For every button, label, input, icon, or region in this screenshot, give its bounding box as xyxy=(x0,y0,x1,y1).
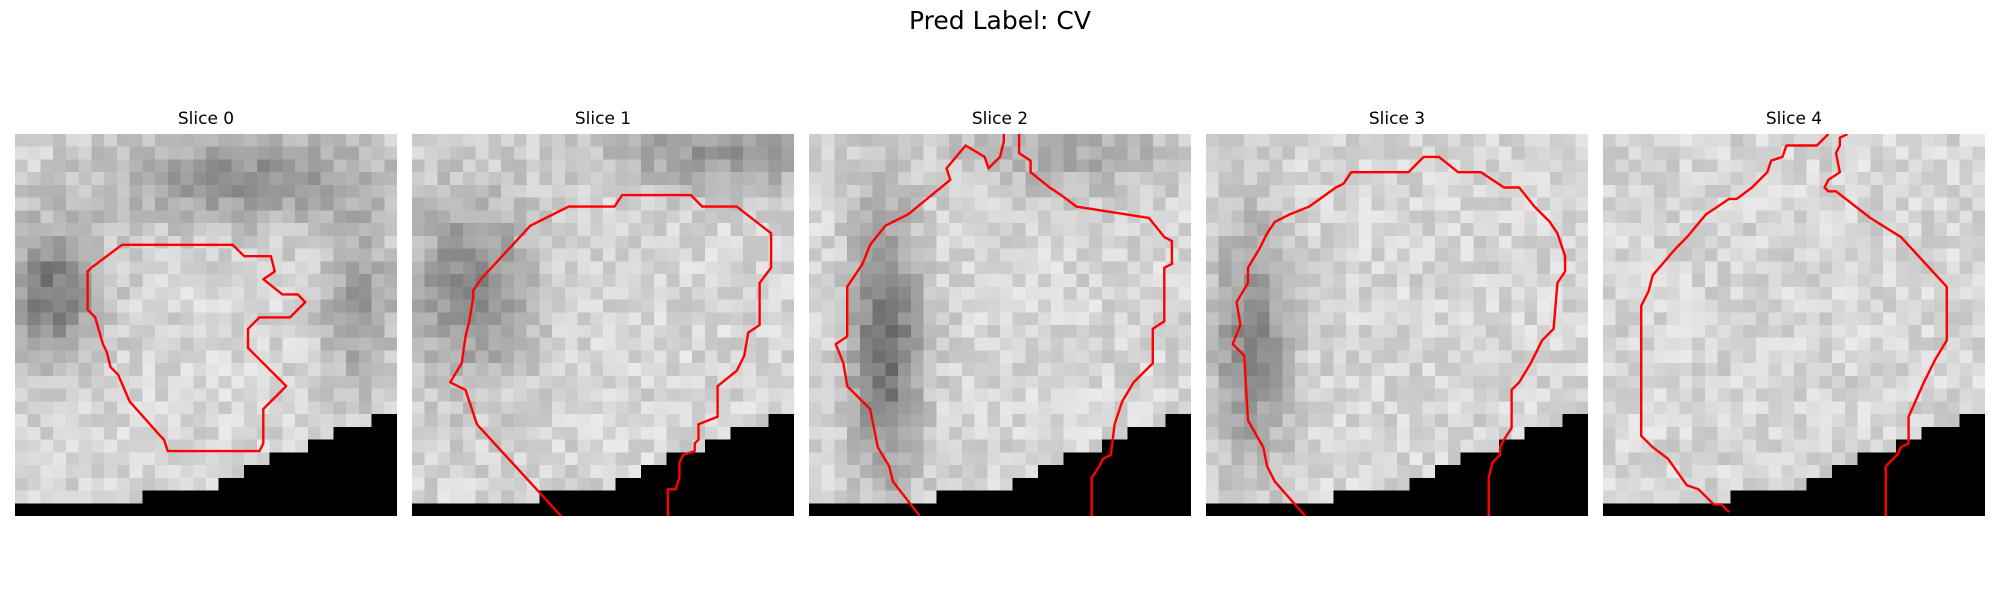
slice-image-4 xyxy=(1603,134,1985,516)
slice-panel-4: Slice 4 xyxy=(1603,108,1985,516)
figure-title: Pred Label: CV xyxy=(909,6,1091,35)
slice-panel-3: Slice 3 xyxy=(1206,108,1588,516)
contour-line xyxy=(1640,134,1830,506)
contour-line xyxy=(449,193,773,516)
slice-title-1: Slice 1 xyxy=(574,109,632,129)
contour-line xyxy=(834,134,1006,516)
slice-title-2: Slice 2 xyxy=(971,109,1029,129)
slice-image-2 xyxy=(809,134,1191,516)
slice-image-3 xyxy=(1206,134,1588,516)
slice-panel-2: Slice 2 xyxy=(809,108,1191,516)
slice-title-4: Slice 4 xyxy=(1765,109,1823,129)
slice-image-0 xyxy=(15,134,397,516)
slice-title-0: Slice 0 xyxy=(177,109,235,129)
slice-title-3: Slice 3 xyxy=(1368,109,1426,129)
contour-line xyxy=(1017,134,1174,516)
contour-line xyxy=(1823,134,1948,516)
contour-line xyxy=(1231,155,1567,516)
slice-image-1 xyxy=(412,134,794,516)
slice-panel-0: Slice 0 xyxy=(15,108,397,516)
slice-panel-1: Slice 1 xyxy=(412,108,794,516)
contour-line xyxy=(1713,503,1730,514)
contour-line xyxy=(86,243,307,453)
